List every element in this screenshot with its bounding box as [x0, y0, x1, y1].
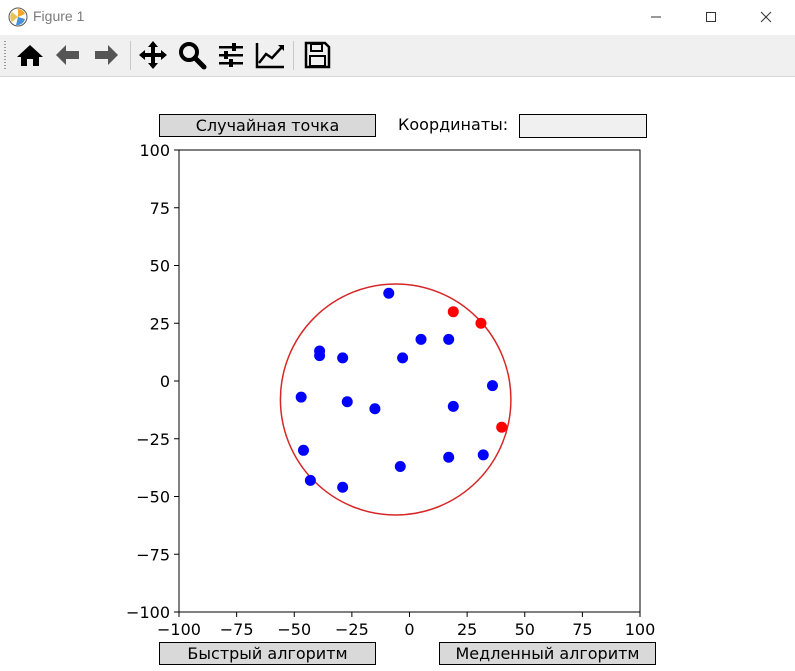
data-point — [383, 287, 395, 299]
matplotlib-app-icon — [8, 7, 28, 27]
data-point — [443, 451, 455, 463]
home-button[interactable] — [14, 39, 46, 71]
save-button[interactable] — [301, 39, 333, 71]
data-point — [415, 333, 427, 345]
x-tick-label: 75 — [572, 620, 592, 639]
data-point — [337, 481, 349, 493]
x-tick-label: 0 — [404, 620, 414, 639]
toolbar-separator — [293, 41, 294, 70]
edit-axis-button[interactable] — [254, 39, 286, 71]
data-point — [394, 460, 406, 472]
y-tick-label: −100 — [126, 603, 170, 622]
maximize-button[interactable] — [688, 0, 734, 34]
back-button[interactable] — [52, 39, 84, 71]
hull-point — [496, 421, 508, 433]
enclosing-circle — [279, 283, 512, 516]
back-arrow-icon — [56, 45, 79, 65]
data-point — [486, 380, 498, 392]
y-tick-label: 100 — [139, 141, 170, 160]
axes-frame — [178, 149, 641, 613]
plot-marks — [279, 283, 512, 516]
slow-algorithm-button[interactable]: Медленный алгоритм — [439, 642, 656, 665]
data-point — [447, 400, 459, 412]
window-titlebar: Figure 1 — [0, 0, 795, 34]
hull-point — [447, 306, 459, 318]
configure-subplots-icon — [219, 43, 243, 67]
minimize-button[interactable] — [633, 0, 679, 34]
data-point — [397, 352, 409, 364]
pan-button[interactable] — [137, 39, 169, 71]
forward-button[interactable] — [90, 39, 122, 71]
y-tick-label: −25 — [136, 430, 170, 449]
zoom-magnifier-icon — [179, 42, 207, 70]
y-tick-label: 75 — [150, 199, 170, 218]
x-tick-label: 25 — [457, 620, 477, 639]
y-tick-label: 50 — [150, 257, 170, 276]
x-tick-label: −25 — [335, 620, 369, 639]
data-point — [297, 444, 309, 456]
y-tick-label: −75 — [136, 545, 170, 564]
hull-point — [475, 317, 487, 329]
toolbar-grip — [4, 41, 6, 70]
data-point — [314, 350, 326, 362]
y-tick-label: 0 — [160, 372, 170, 391]
navigation-toolbar — [0, 35, 795, 77]
maximize-icon — [706, 12, 716, 22]
axis-ticks: −100 −75 −50 −25 0 25 50 75 100 100 75 50 25 0 −25 −50 −… — [126, 141, 655, 639]
close-button[interactable] — [743, 0, 789, 34]
coordinates-label: Координаты: — [398, 115, 509, 134]
coordinates-input[interactable] — [519, 114, 647, 138]
data-point — [341, 396, 353, 408]
y-tick-label: −50 — [136, 488, 170, 507]
x-tick-label: −100 — [157, 620, 201, 639]
y-tick-label: 25 — [150, 314, 170, 333]
data-point — [443, 333, 455, 345]
x-tick-label: 50 — [515, 620, 535, 639]
home-icon — [17, 45, 43, 66]
random-point-button[interactable]: Случайная точка — [159, 114, 376, 137]
minimize-icon — [651, 16, 661, 18]
forward-arrow-icon — [95, 45, 118, 65]
save-icon — [304, 41, 331, 69]
data-point — [295, 391, 307, 403]
pan-move-icon — [139, 41, 167, 69]
window-title: Figure 1 — [33, 8, 85, 24]
toolbar-separator — [130, 41, 131, 70]
zoom-button[interactable] — [176, 39, 208, 71]
configure-subplots-button[interactable] — [215, 39, 247, 71]
edit-axis-icon — [255, 43, 284, 69]
close-icon — [760, 11, 772, 23]
data-point — [369, 403, 381, 415]
x-tick-label: −75 — [220, 620, 254, 639]
data-point — [477, 449, 489, 461]
data-point — [304, 474, 316, 486]
data-point — [337, 352, 349, 364]
x-tick-label: 100 — [625, 620, 656, 639]
x-tick-label: −50 — [277, 620, 311, 639]
fast-algorithm-button[interactable]: Быстрый алгоритм — [159, 642, 376, 665]
